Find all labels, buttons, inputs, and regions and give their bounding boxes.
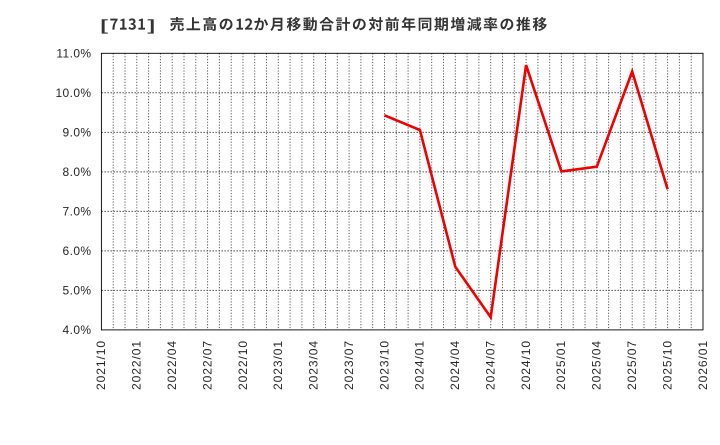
svg-text:10.0%: 10.0% <box>55 86 91 100</box>
svg-text:6.0%: 6.0% <box>63 244 92 258</box>
svg-text:2025/10: 2025/10 <box>660 340 674 390</box>
svg-text:4.0%: 4.0% <box>63 323 92 337</box>
svg-text:2025/07: 2025/07 <box>625 340 639 390</box>
svg-text:8.0%: 8.0% <box>63 165 92 179</box>
svg-text:2025/04: 2025/04 <box>590 340 604 390</box>
svg-text:2021/10: 2021/10 <box>94 340 108 390</box>
svg-text:2022/04: 2022/04 <box>165 340 179 390</box>
svg-text:2024/04: 2024/04 <box>448 340 462 390</box>
svg-text:2022/01: 2022/01 <box>130 340 144 390</box>
svg-text:2024/07: 2024/07 <box>484 340 498 390</box>
svg-text:2022/07: 2022/07 <box>200 340 214 390</box>
svg-text:5.0%: 5.0% <box>63 284 92 298</box>
svg-text:2023/04: 2023/04 <box>307 340 321 390</box>
svg-text:2024/01: 2024/01 <box>413 340 427 390</box>
svg-text:2022/10: 2022/10 <box>236 340 250 390</box>
svg-text:9.0%: 9.0% <box>63 126 92 140</box>
svg-text:11.0%: 11.0% <box>56 47 91 61</box>
svg-text:7.0%: 7.0% <box>63 205 92 219</box>
svg-text:2023/01: 2023/01 <box>271 340 285 390</box>
svg-text:2023/07: 2023/07 <box>342 340 356 390</box>
svg-text:2024/10: 2024/10 <box>519 340 533 390</box>
svg-text:2023/10: 2023/10 <box>377 340 391 390</box>
svg-text:2026/01: 2026/01 <box>696 340 710 390</box>
svg-text:2025/01: 2025/01 <box>554 340 568 390</box>
